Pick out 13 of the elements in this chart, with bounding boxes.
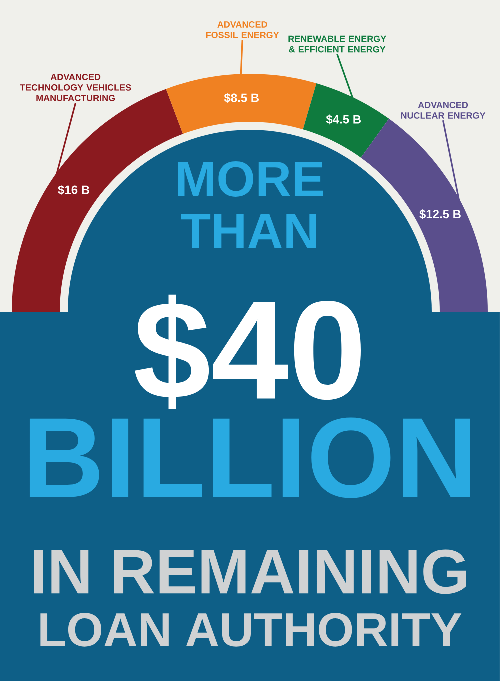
data-label: $8.5 B — [224, 93, 260, 104]
slice-label: ADVANCED FOSSIL ENERGY — [206, 22, 280, 38]
data-label: $12.5 B — [420, 210, 461, 220]
text: $40 — [135, 294, 362, 410]
data-label: $4.5 B — [326, 114, 362, 125]
slice-label: ADVANCED NUCLEAR ENERGY — [401, 102, 486, 119]
text: IN REMAINING — [34, 550, 466, 594]
slice-label: ADVANCED TECHNOLOGY VEHICLES MANUFACTURING — [20, 74, 132, 102]
text: MORE THAN — [178, 162, 324, 248]
text: BILLION — [30, 418, 470, 498]
data-label: $16 B — [58, 185, 90, 196]
text: LOAN AUTHORITY — [40, 613, 462, 647]
slice-label: RENEWABLE ENERGY & EFFICIENT ENERGY — [288, 36, 386, 53]
